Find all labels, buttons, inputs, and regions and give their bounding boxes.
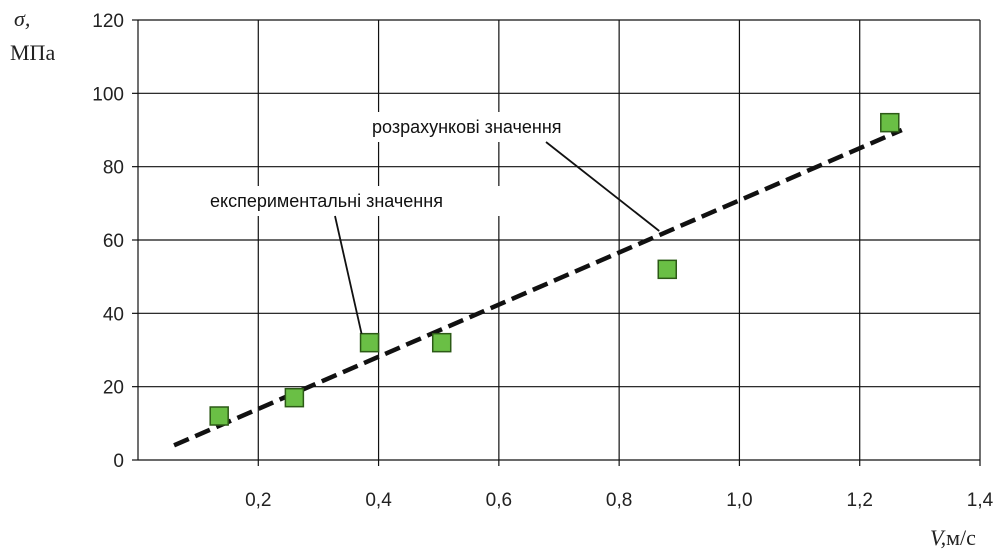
y-axis-symbol: σ, (14, 6, 30, 31)
calculated-line (173, 127, 903, 448)
data-point (431, 332, 452, 353)
y-tick-label: 60 (103, 231, 124, 252)
annotation-box (200, 186, 500, 216)
tick-labels: 0 20 40 60 80 100 120 0,2 0,4 0,6 0,8 1,0 1,2 1,4 (92, 11, 993, 511)
x-tick-label: 0,8 (606, 490, 632, 511)
y-axis-unit: МПа (10, 40, 55, 65)
x-axis-symbol: V, (930, 525, 946, 550)
data-point (359, 332, 380, 353)
x-tick-label: 0,6 (486, 490, 512, 511)
y-tick-label: 100 (92, 84, 124, 105)
annotation-leader-line (334, 215, 363, 334)
y-tick-label: 80 (103, 158, 124, 179)
annotation-label: експериментальні значення (210, 191, 443, 211)
x-tick-label: 1,4 (967, 490, 994, 511)
x-axis-label: V,м/с (930, 525, 976, 550)
y-tick-label: 40 (103, 304, 124, 325)
grid (132, 19, 981, 466)
data-point (880, 112, 900, 133)
data-point (209, 406, 229, 426)
x-tick-label: 1,0 (726, 490, 752, 511)
annotations: експериментальні значення розрахункові зн… (200, 112, 660, 334)
x-tick-label: 1,2 (847, 490, 873, 511)
x-tick-label: 0,2 (245, 490, 271, 511)
annotation-box (362, 112, 612, 142)
annotation-label: розрахункові значення (372, 117, 562, 137)
data-point (284, 387, 305, 408)
annotation-leader-line (545, 141, 660, 232)
y-tick-label: 20 (103, 378, 124, 399)
data-point (657, 259, 678, 280)
x-tick-label: 0,4 (365, 490, 392, 511)
y-tick-label: 120 (92, 11, 124, 32)
series (173, 112, 903, 448)
x-axis-unit: м/с (946, 525, 976, 550)
y-tick-label: 0 (113, 451, 124, 472)
